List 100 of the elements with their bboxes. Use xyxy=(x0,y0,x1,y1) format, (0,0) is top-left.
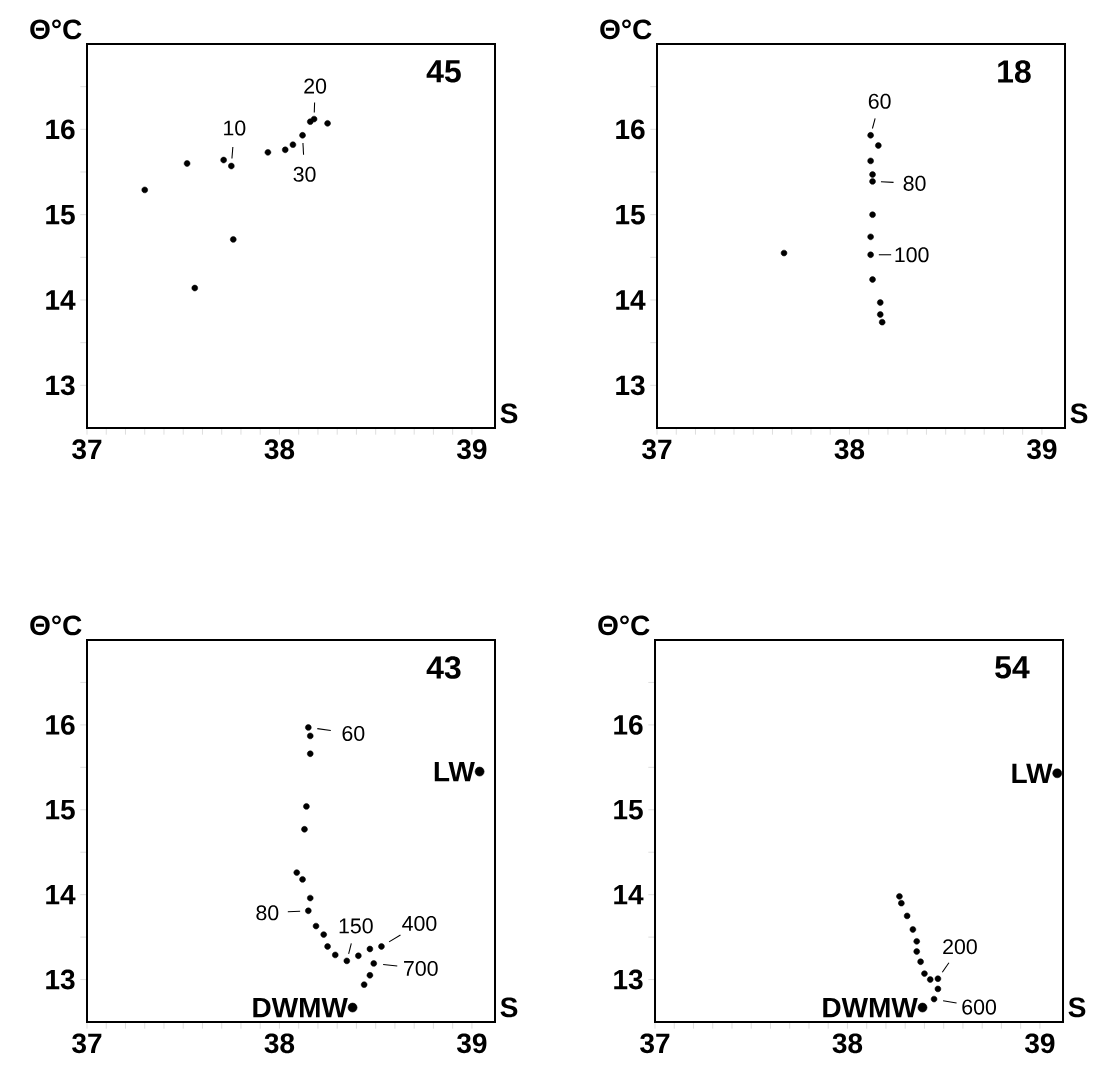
y-tick-label: 13 xyxy=(614,969,643,990)
point xyxy=(366,972,374,979)
point xyxy=(903,912,911,920)
point xyxy=(230,236,237,243)
point xyxy=(305,907,312,914)
point xyxy=(282,146,289,154)
point xyxy=(867,157,874,165)
x-tick-label: 37 xyxy=(72,1033,102,1054)
point xyxy=(934,975,942,982)
point xyxy=(307,894,314,902)
point xyxy=(917,958,924,965)
point xyxy=(869,171,876,178)
point xyxy=(896,893,903,900)
annotation: 10 xyxy=(224,120,246,136)
point xyxy=(299,132,306,139)
point xyxy=(877,311,884,318)
y-tick-label: 15 xyxy=(614,800,643,820)
y-tick-label: 16 xyxy=(616,119,645,140)
point xyxy=(378,943,385,950)
point xyxy=(264,149,272,156)
point xyxy=(867,251,874,258)
point xyxy=(303,803,310,810)
point xyxy=(921,970,928,977)
x-axis-title: S xyxy=(1070,403,1088,424)
point xyxy=(343,957,351,965)
point xyxy=(320,931,327,938)
y-axis-title: Θ°C xyxy=(30,19,82,40)
point xyxy=(324,943,331,950)
x-tick-label: 37 xyxy=(72,439,102,460)
annotation: 43 xyxy=(426,656,461,679)
x-tick-label: 38 xyxy=(834,439,865,460)
series-label: DWMW xyxy=(253,997,348,1018)
y-axis-title: Θ°C xyxy=(30,615,82,636)
point xyxy=(305,724,312,731)
point xyxy=(310,115,318,123)
y-tick-label: 15 xyxy=(46,800,75,820)
point xyxy=(307,750,314,757)
point xyxy=(927,976,934,983)
x-tick-label: 39 xyxy=(1024,1033,1055,1054)
y-tick-label: 16 xyxy=(46,119,75,140)
series-label: LW xyxy=(434,761,475,782)
point xyxy=(913,938,920,945)
point xyxy=(307,732,314,740)
point xyxy=(780,249,788,257)
point xyxy=(934,985,942,993)
point xyxy=(370,960,377,967)
point xyxy=(869,178,876,185)
point xyxy=(228,162,235,170)
point xyxy=(301,826,308,833)
y-axis-title: Θ°C xyxy=(598,615,650,636)
series-label: LW xyxy=(1012,763,1053,783)
point xyxy=(355,952,362,959)
point xyxy=(141,186,148,194)
y-tick-label: 15 xyxy=(616,204,645,225)
point xyxy=(867,132,874,139)
annotation: 45 xyxy=(426,60,461,83)
point xyxy=(312,922,320,930)
point xyxy=(867,233,874,241)
point xyxy=(869,211,876,218)
point xyxy=(347,1002,358,1013)
point xyxy=(877,299,884,306)
point xyxy=(878,318,886,326)
point xyxy=(360,981,368,988)
x-tick-label: 38 xyxy=(832,1033,863,1054)
x-tick-label: 37 xyxy=(642,439,672,460)
x-tick-label: 38 xyxy=(264,1033,295,1054)
point xyxy=(332,951,339,959)
x-tick-label: 39 xyxy=(1026,439,1057,460)
point xyxy=(898,899,905,907)
x-tick-label: 39 xyxy=(456,439,487,460)
y-tick-label: 16 xyxy=(614,714,643,735)
point xyxy=(299,876,306,883)
y-tick-label: 13 xyxy=(46,375,75,396)
annotation: 60 xyxy=(342,725,365,741)
y-tick-label: 13 xyxy=(616,375,645,396)
annotation: 700 xyxy=(404,960,438,976)
x-tick-label: 38 xyxy=(264,439,295,460)
x-axis-title: S xyxy=(500,403,518,424)
point xyxy=(366,945,374,953)
y-tick-label: 14 xyxy=(46,885,76,905)
point xyxy=(913,948,920,955)
point xyxy=(909,926,917,933)
annotation: 600 xyxy=(962,999,997,1015)
annotation: 80 xyxy=(256,905,279,921)
point xyxy=(930,995,938,1003)
point xyxy=(220,156,227,164)
point xyxy=(289,141,297,148)
annotation: 18 xyxy=(998,60,1031,83)
point xyxy=(474,766,485,777)
series-label: DWMW xyxy=(823,997,918,1018)
y-axis-title: Θ°C xyxy=(600,19,652,40)
annotation: 200 xyxy=(943,939,977,955)
x-tick-label: 37 xyxy=(640,1033,670,1054)
point xyxy=(324,120,331,127)
point xyxy=(293,869,300,876)
annotation: 400 xyxy=(402,915,437,931)
annotation: 80 xyxy=(903,175,926,191)
point xyxy=(183,160,191,167)
point xyxy=(875,142,882,149)
annotation: 100 xyxy=(895,247,929,263)
